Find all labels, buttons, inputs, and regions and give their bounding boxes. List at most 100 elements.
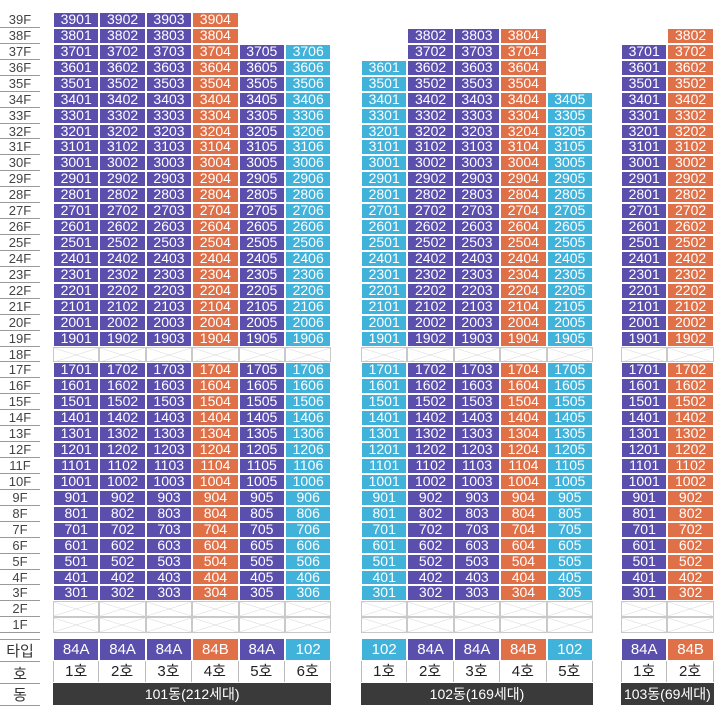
unit-cell: 3106 [285, 139, 332, 156]
unit-cell: 3102 [667, 139, 714, 156]
unit-number-cell: 1호 [621, 661, 668, 682]
unit-cell: 1001 [621, 473, 668, 490]
unit-cell: 305 [546, 585, 593, 602]
unit-cell: 3504 [500, 75, 547, 92]
unit-cell: 3704 [500, 43, 547, 60]
unit-cell: 2602 [99, 219, 146, 235]
unit-cell: 2101 [621, 298, 668, 315]
unit-cell: 3704 [192, 43, 239, 60]
unit-cell: 801 [53, 505, 100, 522]
unit-type-cell: 84B [668, 639, 713, 660]
unit-cell: 3304 [192, 107, 239, 124]
unit-cell: 1601 [621, 378, 668, 395]
unit-cell: 403 [145, 569, 193, 586]
unit-cell: 2303 [145, 266, 193, 283]
floor-label: 27F [0, 203, 40, 220]
floor-label: 9F [0, 490, 40, 506]
unit-cell: 1406 [285, 410, 332, 427]
unit-cell: 2502 [99, 235, 146, 251]
unit-type-cell: 84B [501, 639, 546, 660]
unit-cell: 2402 [407, 250, 454, 267]
empty-floor-cell [667, 617, 714, 634]
unit-cell: 3302 [407, 107, 454, 124]
row-label-building: 동 [13, 687, 27, 704]
unit-cell: 301 [621, 585, 668, 602]
unit-cell: 701 [53, 521, 100, 538]
floor-label: 15F [0, 394, 40, 411]
unit-cell: 301 [53, 585, 100, 602]
unit-cell: 1403 [145, 410, 193, 427]
unit-cell: 2102 [407, 298, 454, 315]
unit-cell: 1404 [500, 410, 547, 427]
unit-cell: 2302 [407, 266, 454, 283]
unit-cell: 2404 [192, 250, 239, 267]
unit-cell: 3606 [285, 59, 332, 76]
unit-cell: 1502 [667, 394, 714, 411]
unit-cell: 304 [192, 585, 239, 602]
unit-cell: 2503 [453, 235, 501, 251]
unit-cell: 2201 [361, 282, 408, 299]
empty-floor-cell [407, 601, 454, 618]
unit-cell: 802 [407, 505, 454, 522]
unit-cell: 3201 [621, 123, 668, 140]
unit-cell: 3102 [407, 139, 454, 156]
unit-cell: 1702 [407, 362, 454, 379]
empty-floor-cell [453, 346, 501, 363]
unit-cell: 3601 [361, 59, 408, 76]
unit-cell: 306 [285, 585, 332, 602]
unit-cell: 1901 [361, 330, 408, 347]
unit-cell: 303 [453, 585, 501, 602]
floor-label: 7F [0, 522, 40, 538]
unit-cell: 3105 [546, 139, 593, 156]
unit-cell: 1103 [145, 458, 193, 474]
unit-cell: 1004 [500, 473, 547, 490]
unit-cell: 2105 [546, 298, 593, 315]
empty-floor-cell [53, 617, 100, 634]
unit-cell: 604 [500, 537, 547, 554]
unit-cell: 1206 [285, 442, 332, 459]
floor-label: 36F [0, 60, 40, 76]
unit-cell: 3502 [407, 75, 454, 92]
legend-separator [0, 683, 40, 684]
unit-cell: 2306 [285, 266, 332, 283]
unit-cell: 404 [500, 569, 547, 586]
unit-cell: 2101 [53, 298, 100, 315]
unit-cell: 905 [238, 489, 285, 506]
unit-cell: 1204 [192, 442, 239, 459]
unit-number-cell: 1호 [361, 661, 408, 682]
unit-cell: 2803 [145, 187, 193, 204]
unit-cell: 3201 [53, 123, 100, 140]
unit-cell: 803 [453, 505, 501, 522]
unit-cell: 3702 [99, 43, 146, 60]
unit-cell: 1704 [500, 362, 547, 379]
unit-cell: 2506 [285, 235, 332, 251]
unit-cell: 3306 [285, 107, 332, 124]
unit-cell: 1302 [667, 426, 714, 443]
unit-cell: 2405 [546, 250, 593, 267]
unit-cell: 402 [99, 569, 146, 586]
unit-cell: 1101 [621, 458, 668, 474]
unit-cell: 1602 [667, 378, 714, 395]
unit-cell: 1402 [667, 410, 714, 427]
unit-cell: 602 [407, 537, 454, 554]
unit-cell: 3605 [238, 59, 285, 76]
unit-cell: 3803 [453, 27, 501, 44]
floor-label: 13F [0, 426, 40, 443]
unit-cell: 1202 [667, 442, 714, 459]
unit-cell: 3002 [407, 155, 454, 172]
unit-cell: 3305 [238, 107, 285, 124]
unit-cell: 3501 [621, 75, 668, 92]
unit-cell: 402 [407, 569, 454, 586]
unit-cell: 1705 [238, 362, 285, 379]
unit-cell: 2005 [546, 314, 593, 331]
floor-label: 18F [0, 347, 40, 363]
unit-cell: 2901 [53, 171, 100, 188]
unit-cell: 1405 [546, 410, 593, 427]
unit-type-cell: 84A [54, 639, 99, 660]
empty-floor-cell [99, 601, 146, 618]
unit-cell: 401 [621, 569, 668, 586]
unit-cell: 2701 [53, 203, 100, 220]
empty-floor-cell [546, 346, 593, 363]
unit-cell: 3105 [238, 139, 285, 156]
unit-cell: 3003 [145, 155, 193, 172]
